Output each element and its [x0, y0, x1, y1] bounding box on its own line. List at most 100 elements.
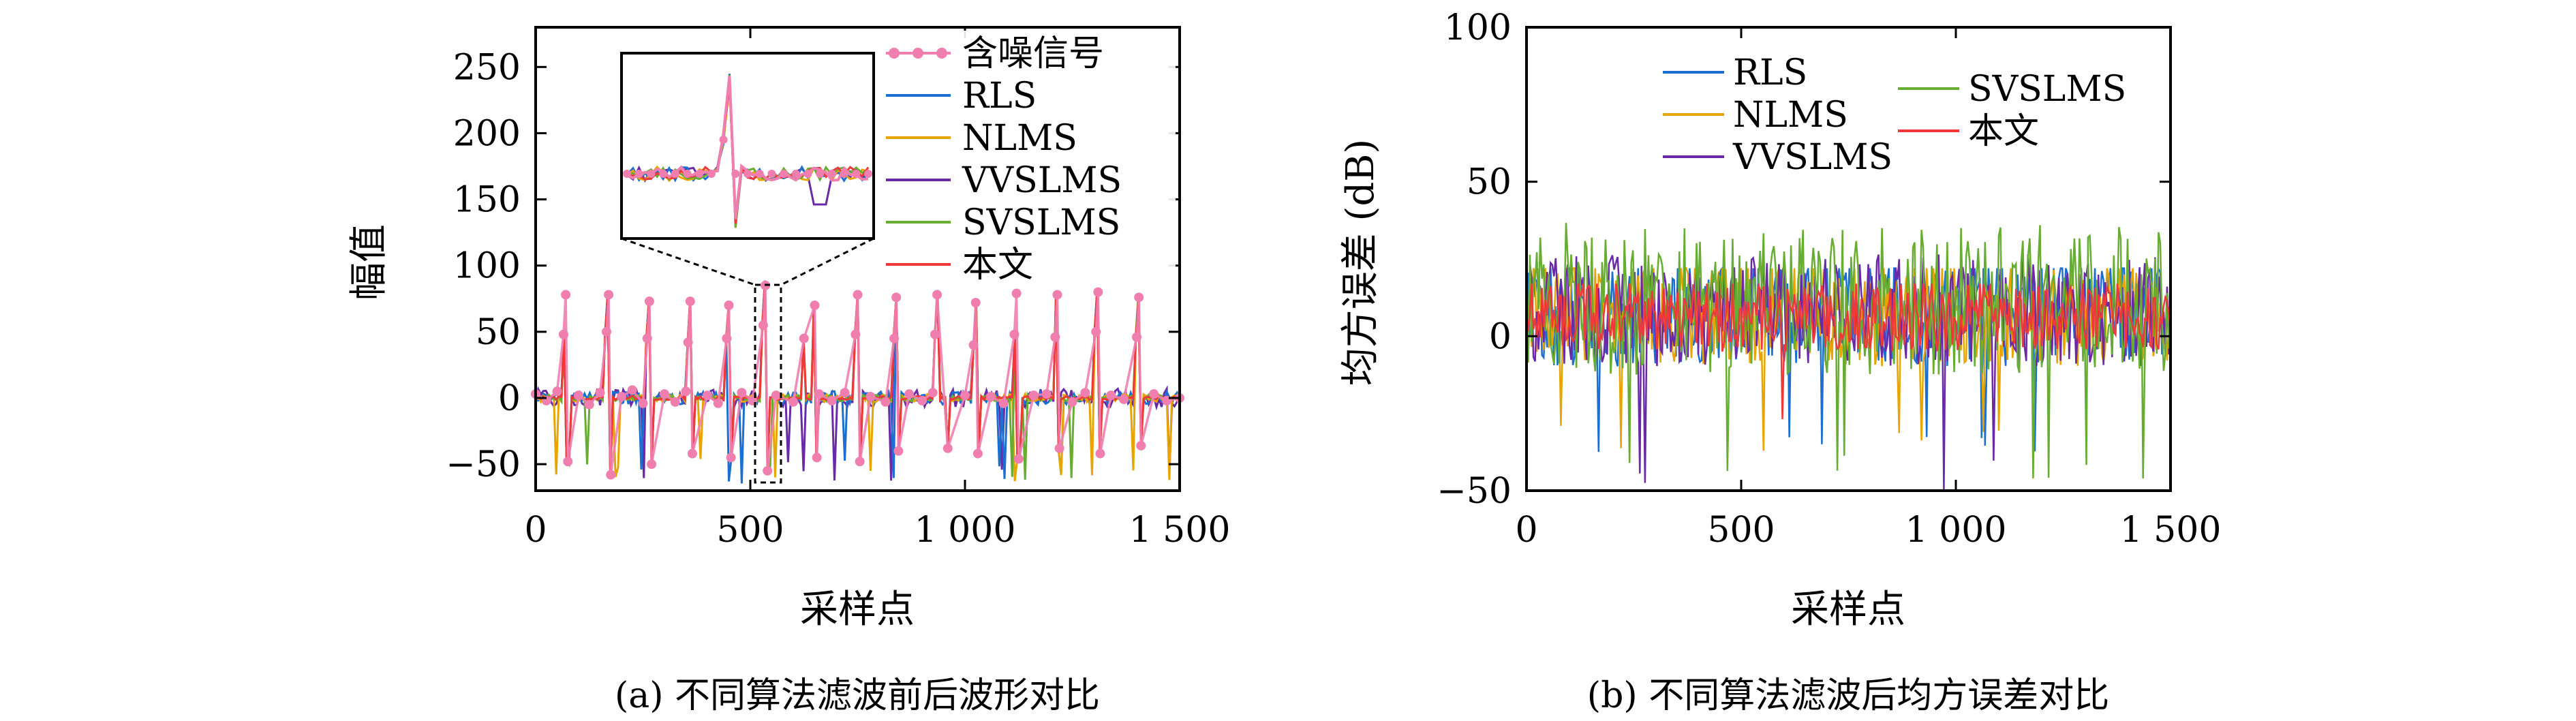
noisy-signal-point [1134, 292, 1144, 303]
noisy-signal-point [1119, 394, 1129, 404]
noisy-signal-point [891, 292, 902, 303]
chart-b-xlabel: 采样点 [1791, 587, 1905, 632]
inset-noisy-point [695, 170, 704, 178]
noisy-signal-point [685, 296, 695, 307]
noisy-signal-point [932, 290, 942, 300]
inset-noisy-point [803, 170, 812, 178]
noisy-signal-point [998, 398, 1009, 408]
noisy-signal-point [604, 290, 614, 300]
noisy-signal-point [942, 443, 953, 453]
legend-label: 本文 [1968, 111, 2039, 152]
noisy-signal-point [552, 386, 562, 397]
noisy-signal-point [681, 386, 691, 397]
noisy-signal-point [799, 333, 809, 343]
noisy-signal-point [617, 392, 626, 402]
noisy-signal-point [853, 290, 863, 300]
noisy-signal-point [850, 329, 861, 339]
noisy-signal-point [972, 448, 983, 459]
legend-background [876, 31, 1176, 286]
noisy-signal-point [1132, 332, 1141, 342]
noisy-signal-point [1149, 389, 1159, 399]
noisy-signal-point [584, 399, 594, 410]
inset-noisy-point [634, 170, 643, 178]
inset-noisy-point [731, 170, 740, 178]
noisy-signal-point [810, 301, 820, 310]
inset-noisy-point [683, 170, 692, 178]
noisy-signal-point [1067, 397, 1077, 407]
inset-noisy-point [719, 136, 728, 144]
y-tick-label: 250 [453, 47, 521, 88]
inset-noisy-point [671, 170, 679, 178]
inset-noisy-point [816, 170, 825, 178]
noisy-signal-point [687, 448, 697, 459]
noisy-signal-point [561, 290, 571, 300]
chart-a-frame [534, 26, 1181, 492]
noisy-signal-point [1041, 389, 1052, 399]
noisy-signal-point [814, 389, 824, 399]
chart-b-ylabel: 均方误差 (dB) [1338, 139, 1383, 386]
series-line-本文 [1525, 283, 2172, 420]
y-tick-label: 0 [1489, 316, 1512, 357]
chart-a-caption: (a) 不同算法滤波前后波形对比 [615, 675, 1100, 716]
inset-plot [623, 74, 872, 228]
inset-noisy-point [755, 170, 764, 178]
noisy-signal-point [880, 397, 891, 407]
noisy-signal-point [1052, 290, 1062, 300]
noisy-signal-point [893, 446, 904, 456]
y-tick-label: −50 [1437, 471, 1512, 512]
chart-a-xlabel: 采样点 [800, 587, 915, 632]
noisy-signal-point [788, 397, 798, 407]
legend-label: SVSLMS [1968, 69, 2126, 110]
legend-marker [936, 48, 947, 59]
x-tick-label: 500 [1707, 510, 1775, 551]
legend-label: VVSLMS [962, 160, 1122, 201]
noisy-signal-point [771, 390, 781, 401]
noisy-signal-point [812, 452, 822, 463]
inset-noisy-point [659, 170, 668, 178]
noisy-signal-point [1091, 326, 1101, 337]
y-tick-label: 150 [453, 180, 521, 221]
x-tick-label: 1 000 [1905, 510, 2007, 551]
noisy-signal-point [1011, 288, 1022, 298]
y-tick-label: 100 [1444, 7, 1512, 48]
chart-a-ylabel: 幅值 [347, 224, 391, 301]
legend-label: NLMS [1733, 95, 1848, 136]
inset-noisy-point [707, 170, 716, 178]
noisy-signal-point [1050, 332, 1060, 342]
noisy-signal-point [840, 388, 850, 398]
noisy-signal-point [985, 392, 996, 402]
noisy-signal-point [722, 333, 732, 343]
noisy-signal-point [601, 326, 611, 337]
chart-b-caption: (b) 不同算法滤波后均方误差对比 [1587, 675, 2109, 716]
noisy-signal-point [638, 398, 648, 408]
x-tick-label: 1 000 [915, 510, 1016, 551]
inset-noisy-point [840, 170, 848, 178]
x-tick-label: 0 [1515, 510, 1537, 551]
noisy-signal-point [889, 333, 900, 343]
inset-noisy-point [827, 170, 836, 178]
inset-noisy-point [743, 170, 752, 178]
inset-noisy-point [647, 170, 656, 178]
inset-noisy-point [852, 170, 861, 178]
noisy-signal-point [1054, 443, 1064, 453]
noisy-signal-point [558, 329, 568, 339]
legend-label: RLS [962, 76, 1037, 117]
legend-label: 含噪信号 [962, 33, 1104, 74]
y-tick-label: 100 [453, 246, 521, 287]
chart-b-plot-area [1525, 223, 2172, 490]
legend-label: RLS [1733, 52, 1807, 93]
inset-noisy-point [623, 170, 631, 178]
legend-marker [913, 48, 923, 59]
noisy-signal-point [627, 385, 637, 395]
noisy-signal-point [1009, 329, 1019, 339]
noisy-signal-point [758, 320, 768, 331]
y-tick-label: 50 [1467, 162, 1512, 203]
x-tick-label: 0 [524, 510, 547, 551]
noisy-signal-point [563, 457, 573, 467]
noisy-signal-point [865, 392, 876, 402]
noisy-signal-point [960, 390, 970, 401]
